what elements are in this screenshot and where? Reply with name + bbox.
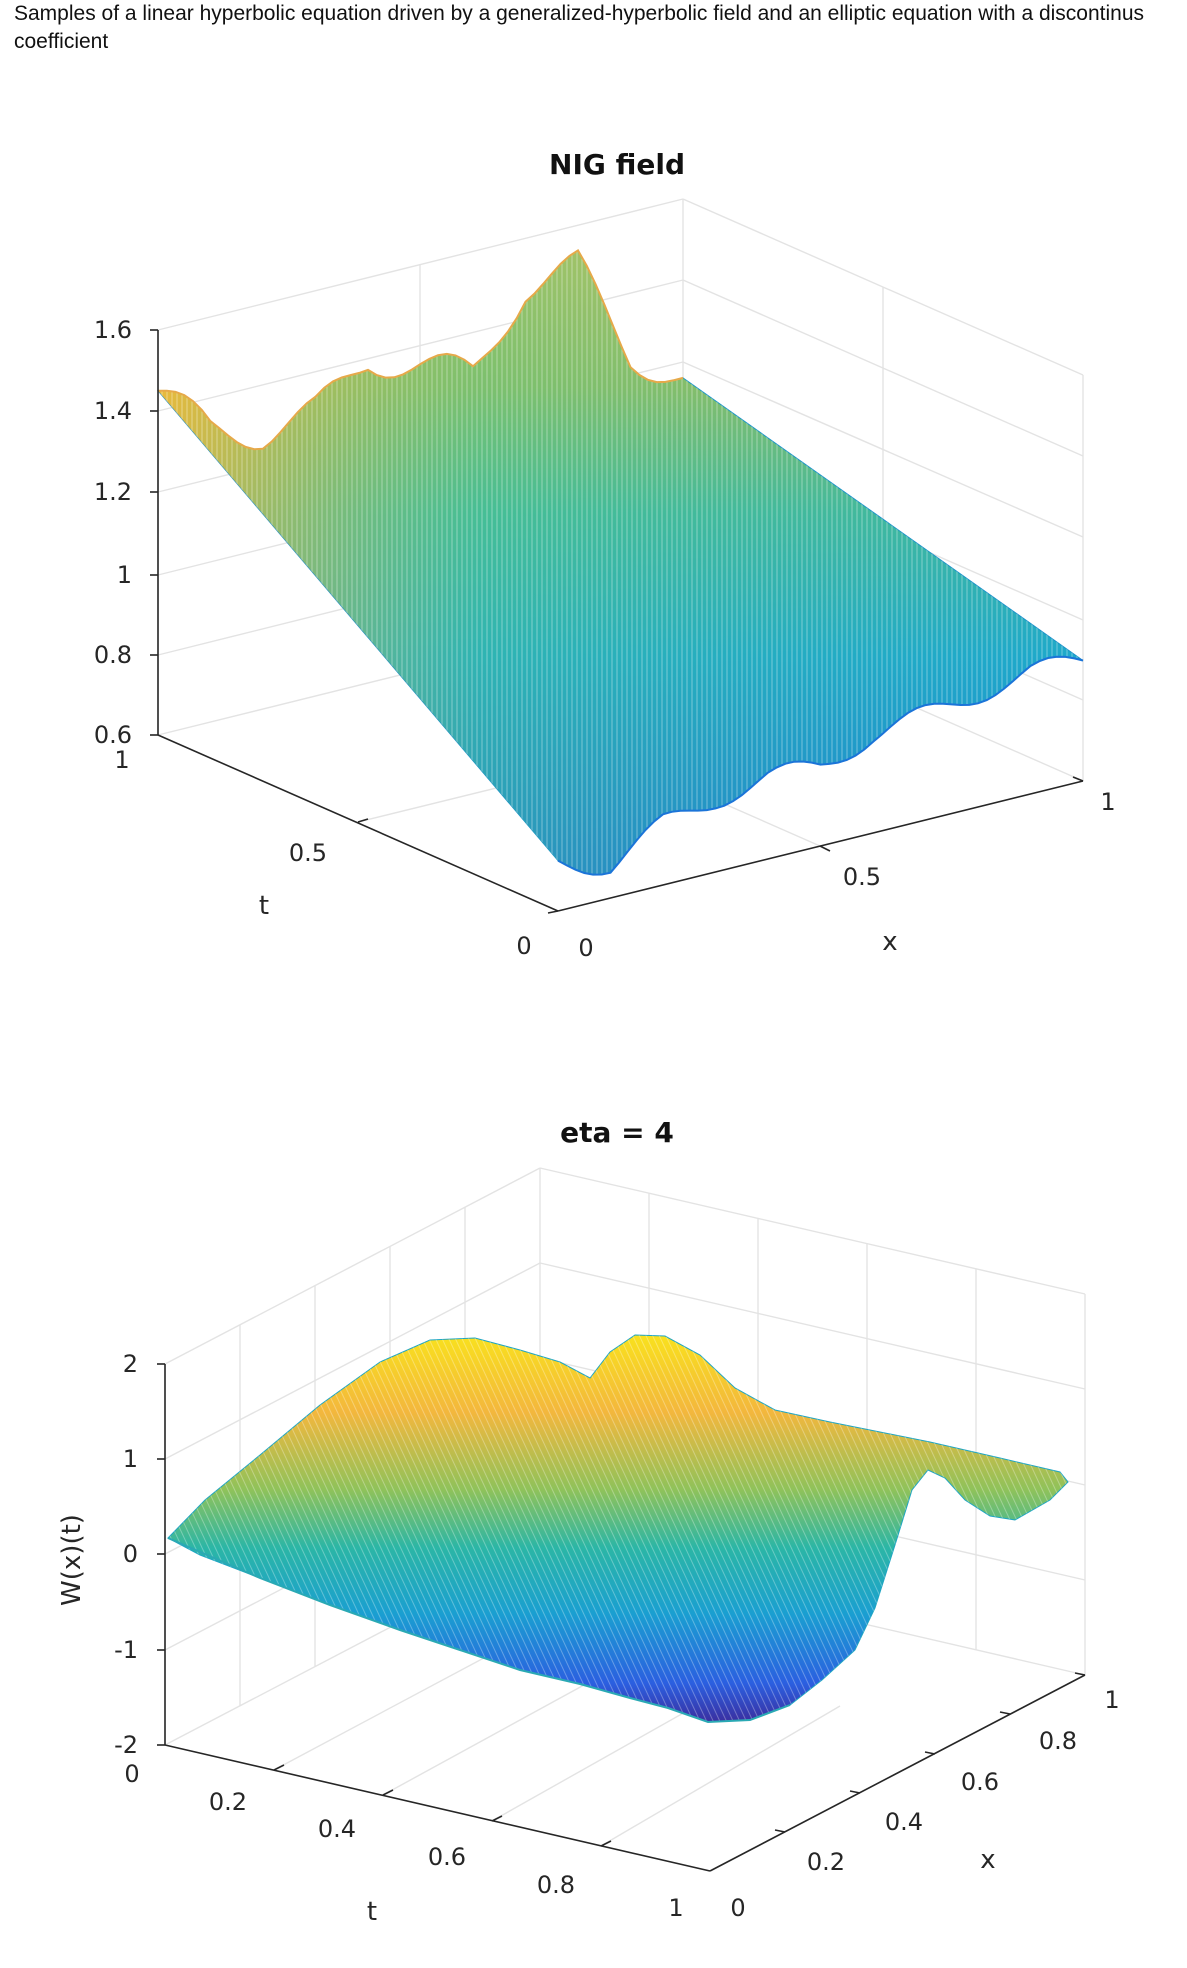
nig-t-axis-label: t	[259, 891, 269, 921]
x-tick-0: 0	[578, 934, 593, 962]
figure-caption: Samples of a linear hyperbolic equation …	[14, 2, 1145, 53]
x-tick-0.5: 0.5	[843, 863, 881, 891]
nig-z-tick-labels: 0.6 0.8 1 1.2 1.4 1.6	[94, 316, 132, 749]
eta-z-axis-label: W(x)(t)	[57, 1514, 87, 1606]
nig-surface	[156, 248, 1084, 876]
nig-axes	[150, 329, 1084, 914]
eta-axes	[157, 1363, 1086, 1872]
eta-z-tick-labels: -2 -1 0 1 2	[114, 1350, 138, 1759]
z-tick-1.6: 1.6	[94, 316, 132, 344]
x-tick-0.2: 0.2	[807, 1848, 845, 1876]
x-tick-0: 0	[730, 1894, 745, 1922]
eta-title: eta = 4	[560, 1116, 674, 1149]
eta-x-tick-labels: 0 0.2 0.4 0.6 0.8 1	[730, 1686, 1119, 1922]
eta-t-tick-labels: 0 0.2 0.4 0.6 0.8 1	[124, 1760, 683, 1922]
t-tick-0: 0	[124, 1760, 139, 1788]
z-tick-1.4: 1.4	[94, 397, 132, 425]
z-tick-0.8: 0.8	[94, 641, 132, 669]
t-tick-0.8: 0.8	[537, 1871, 575, 1899]
eta-t-axis-label: t	[367, 1897, 377, 1927]
eta-front-edge	[167, 1537, 791, 1724]
z-tick-0.6: 0.6	[94, 721, 132, 749]
nig-front-edge	[557, 655, 1084, 876]
t-tick-0.5: 0.5	[289, 839, 327, 867]
z-tick-neg1: -1	[114, 1636, 138, 1664]
t-tick-0.4: 0.4	[318, 1815, 356, 1843]
t-tick-0.6: 0.6	[428, 1843, 466, 1871]
eta-surface-mesh	[168, 1335, 1068, 1722]
t-tick-0: 0	[516, 932, 531, 960]
x-tick-0.6: 0.6	[961, 1768, 999, 1796]
nig-back-edge	[157, 248, 684, 451]
eta-x-axis-label: x	[980, 1845, 995, 1875]
eta-surface	[167, 1334, 1069, 1724]
nig-title: NIG field	[549, 148, 685, 181]
x-tick-1: 1	[1104, 1686, 1119, 1714]
nig-x-tick-labels: 0 0.5 1	[578, 788, 1115, 962]
nig-surface-mesh	[158, 250, 1083, 875]
x-tick-1: 1	[1100, 788, 1115, 816]
eta-surface-chart: eta = 4 -2 -1 0 1 2 0 0.2 0.4 0.6 0.8 1 …	[57, 1116, 1120, 1927]
z-tick-0: 0	[123, 1540, 138, 1568]
x-tick-0.8: 0.8	[1039, 1727, 1077, 1755]
z-tick-2: 2	[123, 1350, 138, 1378]
nig-field-chart: NIG field 0.6 0.8 1 1.2 1.4 1.6 1 0.5 0 …	[94, 148, 1116, 962]
nig-x-axis-label: x	[882, 927, 897, 957]
z-tick-1.2: 1.2	[94, 478, 132, 506]
nig-t-tick-labels: 1 0.5 0	[114, 746, 531, 960]
t-tick-0.2: 0.2	[209, 1788, 247, 1816]
z-tick-1: 1	[123, 1445, 138, 1473]
t-tick-1: 1	[114, 746, 129, 774]
x-tick-0.4: 0.4	[885, 1808, 923, 1836]
z-tick-neg2: -2	[114, 1731, 138, 1759]
z-tick-1: 1	[117, 561, 132, 589]
t-tick-1: 1	[668, 1894, 683, 1922]
